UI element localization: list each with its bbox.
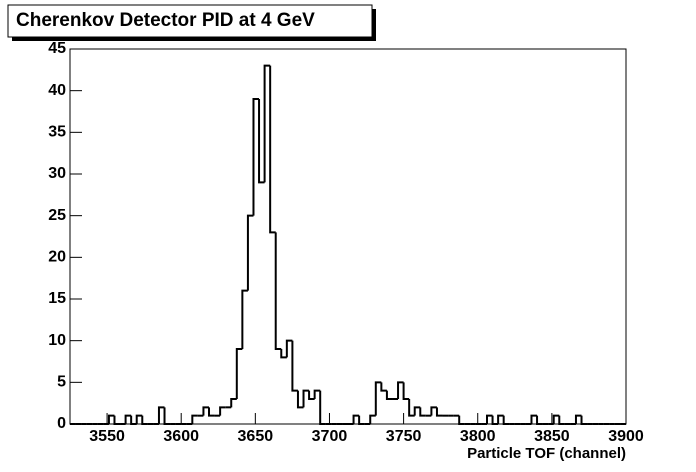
y-tick-label: 20	[48, 249, 66, 266]
y-tick-label: 45	[48, 40, 66, 57]
histogram-bin	[402, 382, 410, 400]
histogram-bin	[435, 407, 443, 417]
y-tick-label: 35	[48, 124, 66, 141]
y-tick-label: 0	[57, 415, 66, 432]
histogram-bin	[258, 99, 265, 184]
histogram-bin	[574, 414, 582, 424]
histogram-bin	[285, 339, 293, 358]
histogram-bin	[263, 64, 271, 183]
x-tick-label: 3600	[163, 428, 199, 445]
histogram-bin	[358, 415, 365, 425]
y-tick-label: 40	[48, 82, 66, 99]
histogram-bin	[274, 232, 282, 350]
x-tick-label: 3900	[608, 428, 644, 445]
histogram-bin	[291, 340, 298, 392]
histogram-bin	[191, 414, 198, 424]
x-tick-label: 3800	[460, 428, 496, 445]
y-tick-label: 5	[57, 374, 66, 391]
y-tick-label: 10	[48, 332, 66, 349]
x-tick-label: 3750	[386, 428, 422, 445]
histogram-bin	[202, 406, 209, 416]
histogram-bin	[208, 407, 215, 417]
histogram-bin	[352, 414, 360, 424]
histogram-bin	[497, 414, 504, 424]
histogram-bin	[458, 415, 465, 425]
histogram-bin	[502, 415, 510, 425]
histogram-bin	[313, 389, 321, 399]
chart-title: Cherenkov Detector PID at 4 GeV	[16, 10, 315, 31]
histogram-bin	[374, 381, 382, 416]
plot-frame	[69, 48, 627, 425]
histogram-bin	[536, 415, 543, 425]
histogram-bin	[308, 390, 315, 400]
histogram-bin	[302, 389, 310, 408]
y-tick-label: 30	[48, 165, 66, 182]
histogram-bin	[413, 406, 421, 416]
histogram-bin	[552, 414, 560, 424]
histogram-bin	[280, 349, 287, 359]
x-tick-label: 3650	[238, 428, 274, 445]
histogram-bin	[135, 414, 143, 424]
histogram-bin	[385, 390, 393, 400]
histogram-bin	[130, 415, 137, 425]
y-tick-label: 15	[48, 290, 66, 307]
histogram-bin	[157, 406, 165, 424]
x-tick-label: 3700	[312, 428, 348, 445]
title-box	[7, 4, 373, 38]
histogram-bin	[530, 414, 538, 424]
histogram-bin	[419, 407, 426, 417]
histogram-bin	[408, 399, 415, 417]
histogram-bin	[486, 414, 493, 424]
histogram-bin	[124, 414, 132, 424]
histogram-bin	[369, 414, 376, 424]
histogram-bin	[430, 406, 437, 416]
x-tick-label: 3850	[534, 428, 570, 445]
histogram-bin	[580, 415, 588, 425]
histogram-bin	[107, 414, 115, 424]
histogram-bin	[397, 381, 404, 399]
histogram-bin	[380, 382, 387, 392]
histogram-bin	[269, 65, 276, 234]
histogram-bin	[252, 98, 260, 216]
histogram-bin	[219, 406, 226, 416]
histogram-bin	[141, 415, 148, 425]
histogram-bin	[235, 348, 243, 399]
histogram-bin	[491, 415, 499, 425]
histogram-bin	[319, 390, 326, 425]
x-tick-label: 3550	[89, 428, 125, 445]
histogram-bin	[296, 390, 304, 409]
histogram-bin	[163, 407, 171, 425]
histogram-bin	[246, 214, 254, 291]
histogram-bin	[558, 415, 565, 425]
histogram-bin	[230, 398, 237, 408]
y-tick-label: 25	[48, 207, 66, 224]
x-axis-label: Particle TOF (channel)	[467, 445, 626, 462]
histogram-bin	[241, 289, 248, 349]
histogram-bin	[113, 415, 121, 425]
